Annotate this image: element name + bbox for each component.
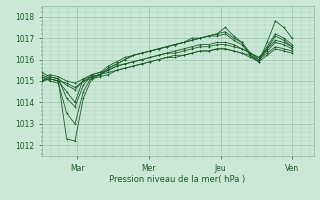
X-axis label: Pression niveau de la mer( hPa ): Pression niveau de la mer( hPa ) <box>109 175 246 184</box>
